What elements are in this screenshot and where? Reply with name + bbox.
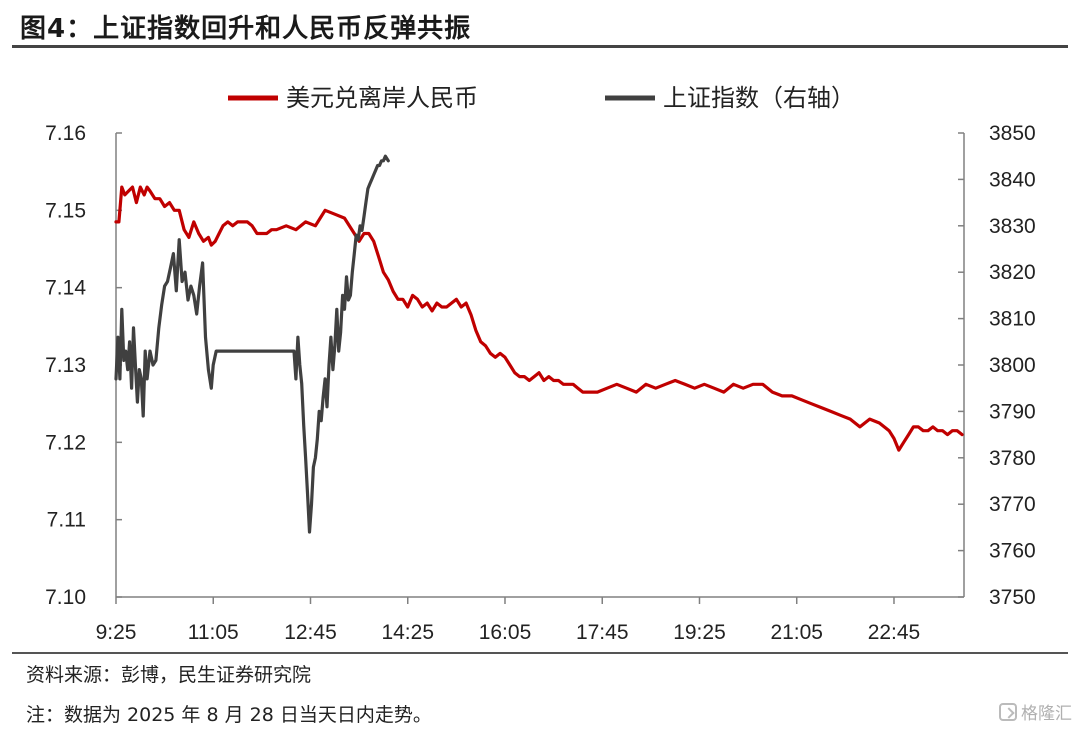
- y-left-tick-label: 7.13: [45, 354, 86, 377]
- footnote: 注：数据为 2025 年 8 月 28 日当天日内走势。: [26, 704, 432, 726]
- axes: 7.10 7.11 7.12 7.13 7.14 7.15 7.16 3750 3760 3770…: [45, 122, 1036, 644]
- x-tick-label: 12:45: [284, 621, 337, 644]
- y-right-tick-label: 3790: [989, 400, 1036, 423]
- legend-item-shanghai-index-label: 上证指数（右轴）: [663, 85, 855, 112]
- source-note: 资料来源：彭博，民生证券研究院: [26, 664, 312, 686]
- x-tick-label: 19:25: [673, 621, 726, 644]
- x-tick-label: 22:45: [868, 621, 921, 644]
- series-lines: [114, 154, 964, 534]
- y-right-tick-label: 3780: [989, 447, 1036, 470]
- x-tick-label: 17:45: [576, 621, 629, 644]
- y-left-tick-label: 7.15: [45, 199, 86, 222]
- x-tick-label: 21:05: [770, 621, 823, 644]
- x-tick-label: 9:25: [96, 621, 137, 644]
- y-left-tick-label: 7.12: [45, 431, 86, 454]
- y-right-tick-label: 3850: [989, 122, 1036, 145]
- y-right-tick-label: 3800: [989, 354, 1036, 377]
- watermark: 格隆汇: [999, 699, 1072, 724]
- y-right-tick-label: 3770: [989, 493, 1036, 516]
- y-right-tick-label: 3830: [989, 215, 1036, 238]
- y-left-tick-label: 7.14: [45, 277, 86, 300]
- watermark-logo-icon: [999, 702, 1017, 721]
- y-right-tick-label: 3810: [989, 308, 1036, 331]
- x-tick-label: 11:05: [188, 621, 239, 644]
- y-left-tick-label: 7.10: [45, 586, 86, 609]
- legend: 美元兑离岸人民币 上证指数（右轴）: [228, 85, 855, 112]
- series-line-shanghai-index: [114, 154, 390, 534]
- y-left-tick-label: 7.16: [45, 122, 86, 145]
- title-divider: [12, 45, 1068, 48]
- x-tick-label: 14:25: [381, 621, 434, 644]
- y-right-tick-label: 3820: [989, 261, 1036, 284]
- x-tick-label: 16:05: [479, 621, 532, 644]
- y-right-tick-label: 3750: [989, 586, 1036, 609]
- chart: 7.10 7.11 7.12 7.13 7.14 7.15 7.16 3750 3760 3770…: [45, 85, 1036, 644]
- y-left-tick-label: 7.11: [47, 509, 86, 532]
- legend-item-usdcnh-label: 美元兑离岸人民币: [286, 85, 478, 112]
- y-right-tick-label: 3760: [989, 540, 1036, 563]
- watermark-text: 格隆汇: [1021, 704, 1072, 724]
- figure-title: 图4：上证指数回升和人民币反弹共振: [20, 14, 472, 44]
- y-right-tick-label: 3840: [989, 168, 1036, 191]
- footer-divider: [12, 652, 1068, 654]
- series-line-usdcnh: [114, 185, 964, 452]
